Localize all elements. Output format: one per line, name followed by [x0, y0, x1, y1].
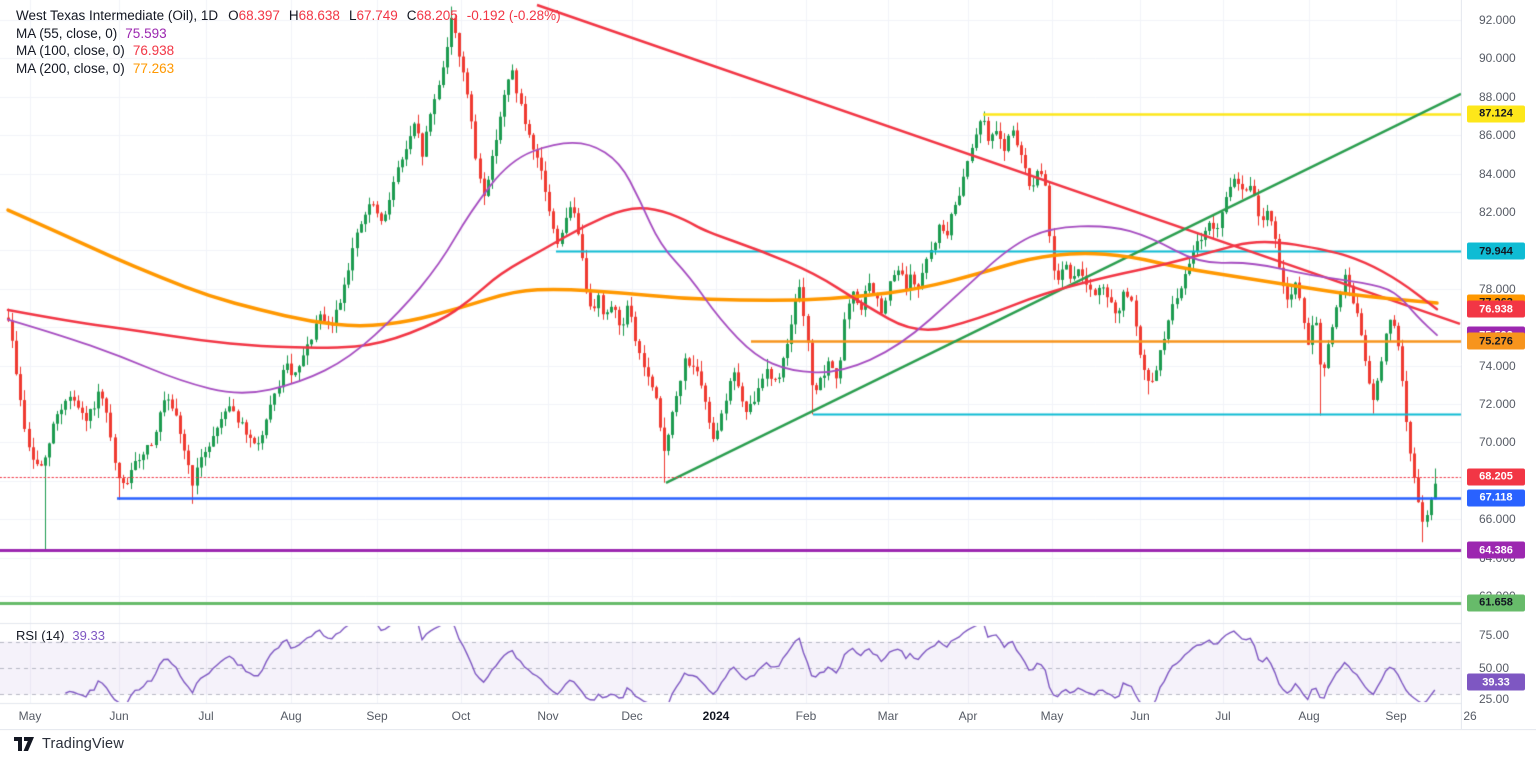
ma-value: 77.263: [132, 60, 175, 76]
rsi-tick: 75.00: [1479, 628, 1510, 642]
ma-value: 75.593: [125, 25, 167, 41]
month-label: Sep: [1385, 709, 1407, 723]
ma-label: MA (100, close, 0): [16, 43, 125, 59]
price-badge: 79.944: [1467, 242, 1525, 260]
time-axis[interactable]: May Jun Jul Aug Sep Oct Nov Dec 2024 Feb Mar Apr May…: [0, 703, 1477, 730]
price-tick: 88.000: [1479, 89, 1516, 104]
price-tick: 90.000: [1479, 51, 1516, 66]
month-label: Feb: [795, 709, 817, 723]
month-label: Jul: [1215, 709, 1231, 723]
month-label: Oct: [451, 709, 471, 723]
price-tick: 78.000: [1479, 281, 1516, 296]
month-label: Apr: [958, 709, 978, 723]
price-tick: 84.000: [1479, 166, 1516, 181]
ma-label: MA (200, close, 0): [16, 60, 125, 76]
ohlc-pair: C68.205: [406, 8, 458, 24]
month-label: 2024: [702, 709, 730, 723]
ohlc-values: O68.397 H68.638 L67.749 C68.205: [228, 8, 467, 23]
ma-legend-row[interactable]: MA (55, close, 0) 75.593: [16, 25, 561, 43]
price-badge: 75.276: [1467, 332, 1525, 350]
month-label: Aug: [1298, 709, 1320, 723]
ohlc-pair: O68.397: [228, 8, 280, 24]
symbol-row[interactable]: West Texas Intermediate (Oil), 1D O68.39…: [16, 7, 561, 25]
rsi-label: RSI (14): [16, 628, 65, 643]
tradingview-logo-mark-icon: [14, 737, 35, 751]
ma-legend-row[interactable]: MA (100, close, 0) 76.938: [16, 42, 561, 60]
month-label: May: [1040, 709, 1064, 723]
change-value: -0.192 (-0.28%): [466, 8, 561, 24]
price-badge: 76.938: [1467, 300, 1525, 318]
month-label: Jun: [1130, 709, 1150, 723]
price-badge: 61.658: [1467, 594, 1525, 612]
price-badge: 67.118: [1467, 489, 1525, 507]
price-badge: 68.205: [1467, 468, 1525, 486]
price-tick: 92.000: [1479, 13, 1516, 27]
month-label: Jun: [109, 709, 129, 723]
price-tick: 72.000: [1479, 397, 1516, 411]
rsi-value: 39.33: [72, 628, 105, 643]
rsi-legend[interactable]: RSI (14) 39.33: [16, 628, 105, 643]
ma-legend-row[interactable]: MA (200, close, 0) 77.263: [16, 60, 561, 78]
price-badge: 64.386: [1467, 541, 1525, 559]
price-tick: 86.000: [1479, 128, 1516, 143]
tradingview-logo[interactable]: TradingView: [14, 736, 124, 752]
ohlc-pair: H68.638: [288, 8, 340, 24]
month-label: Nov: [537, 709, 559, 723]
month-label: Dec: [621, 709, 643, 723]
month-label: Sep: [366, 709, 388, 723]
rsi-tick: 25.00: [1479, 692, 1510, 706]
rsi-tick: 50.00: [1479, 661, 1510, 675]
ma-legend-rows: MA (55, close, 0) 75.593 MA (100, close, 0…: [16, 25, 561, 78]
month-label: May: [18, 709, 42, 723]
price-tick: 74.000: [1479, 358, 1516, 373]
ohlc-pair: L67.749: [348, 8, 398, 24]
month-label: Aug: [280, 709, 302, 723]
ma-value: 76.938: [132, 43, 175, 59]
price-tick: 82.000: [1479, 205, 1516, 219]
price-tick: 70.000: [1479, 435, 1516, 450]
price-tick: 66.000: [1479, 512, 1516, 527]
price-badge: 87.124: [1467, 105, 1525, 123]
symbol-legend[interactable]: West Texas Intermediate (Oil), 1D O68.39…: [16, 7, 561, 77]
tradingview-wordmark: TradingView: [42, 736, 124, 752]
month-label: Jul: [198, 709, 214, 723]
month-label: Mar: [877, 709, 899, 723]
price-axis[interactable]: 92.000 90.000 88.000 86.000 84.000 82.000 78.0…: [1462, 0, 1536, 729]
month-label: 26: [1463, 709, 1477, 723]
rsi-badge: 39.33: [1467, 673, 1525, 691]
symbol-title: West Texas Intermediate (Oil), 1D: [16, 8, 219, 24]
ma-label: MA (55, close, 0): [16, 25, 118, 41]
